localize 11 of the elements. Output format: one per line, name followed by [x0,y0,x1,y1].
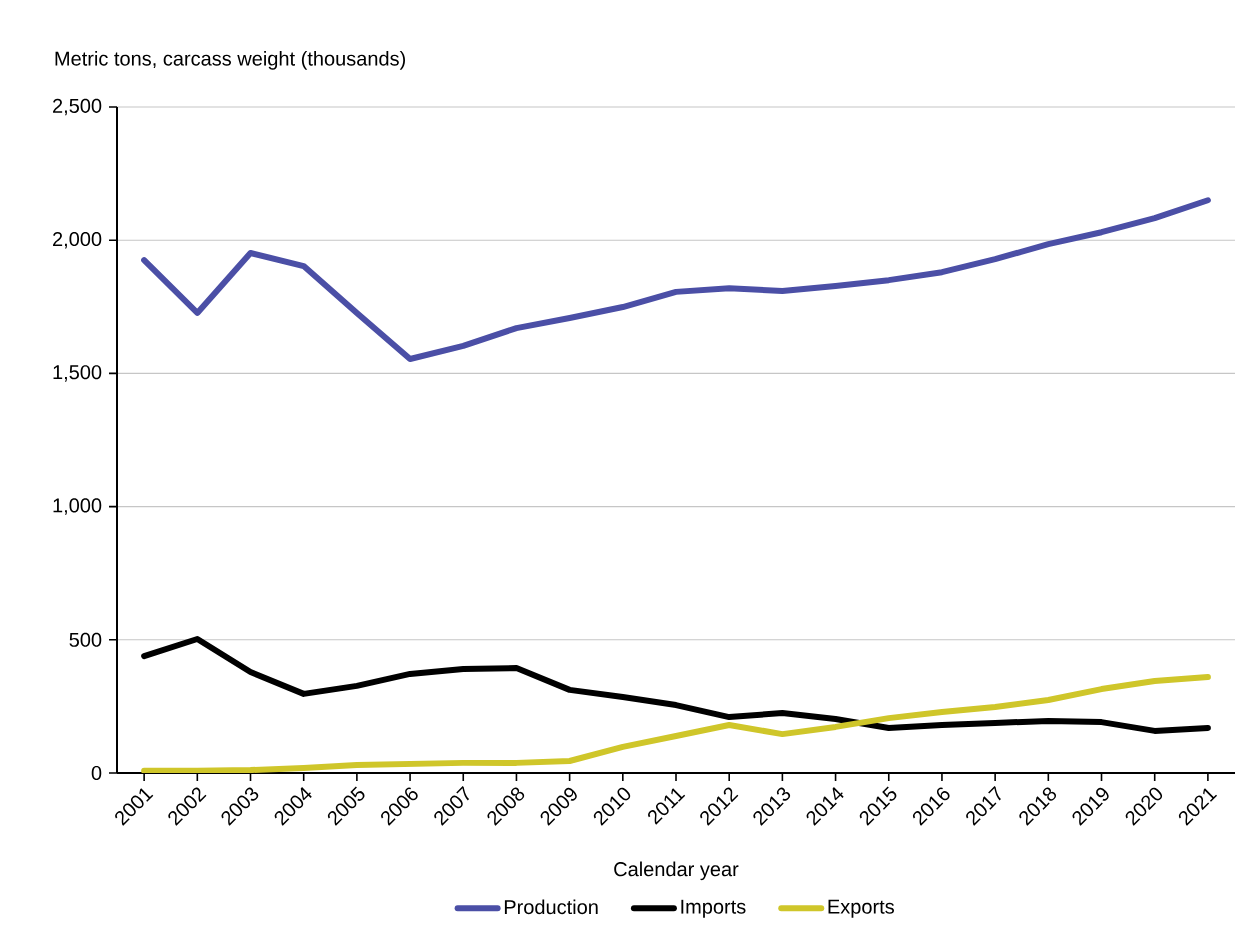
y-tick-label: 1,000 [53,498,102,515]
legend-label: Imports [681,899,746,918]
y-axis-title: Metric tons, carcass weight (thousands) [55,51,406,70]
y-tick-label: 1,500 [53,365,102,382]
legend-label: Exports [828,899,894,918]
x-axis-title: Calendar year [614,861,739,881]
y-tick-label: 2,000 [53,231,102,249]
legend-label: Production [504,899,598,915]
y-tick-label: 0 [91,765,102,781]
y-tick-label: 2,500 [53,98,102,116]
y-tick-label: 500 [69,632,102,647]
